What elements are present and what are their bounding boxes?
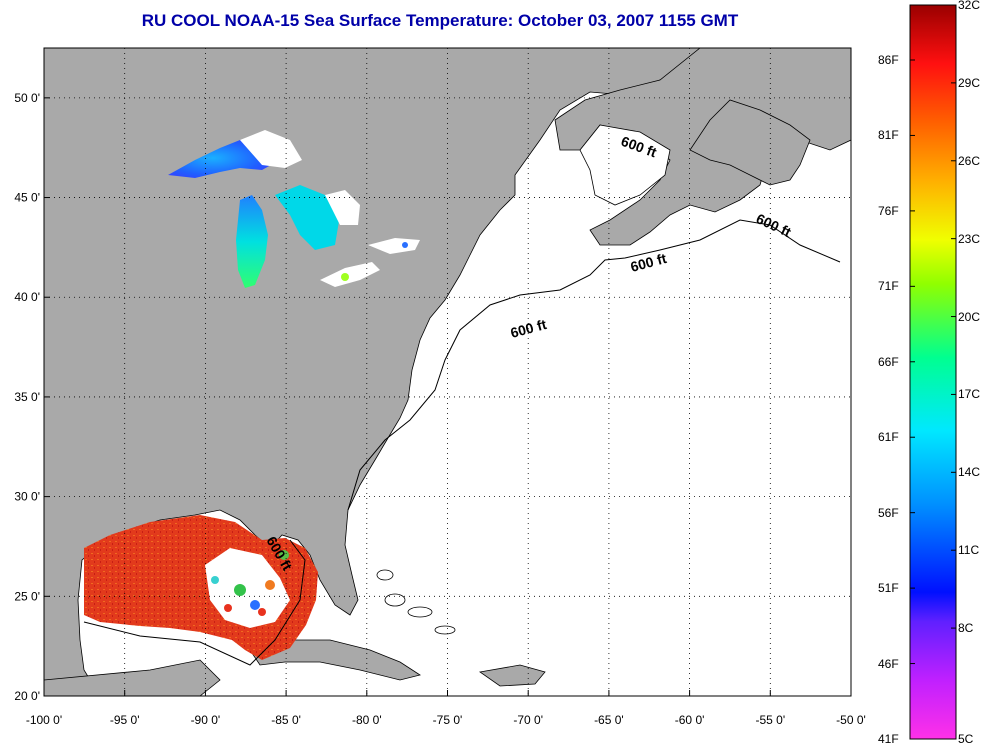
lake-huron <box>275 185 340 250</box>
colorbar-celsius-label: 26C <box>958 153 981 168</box>
lake-erie-speck <box>341 273 349 281</box>
longitude-tick-label: -100 0' <box>26 713 62 727</box>
latitude-tick-label: 30 0' <box>14 490 40 504</box>
colorbar-fahrenheit-label: 66F <box>878 354 899 369</box>
longitude-tick-label: -50 0' <box>836 713 866 727</box>
longitude-tick-label: -75 0' <box>433 713 463 727</box>
lake-huron-cloud <box>325 190 360 225</box>
lake-michigan <box>236 195 268 288</box>
hispaniola <box>478 664 546 687</box>
colorbar-celsius-label: 5C <box>958 732 974 746</box>
isobath-600ft <box>347 219 841 511</box>
colorbar-ticks <box>910 4 956 740</box>
latitude-axis: 50 0' 45 0' 40 0' 35 0' 30 0' 25 0' 20 0' <box>14 91 50 703</box>
longitude-tick-label: -90 0' <box>191 713 221 727</box>
lake-ontario-speck <box>402 242 408 248</box>
isobath-600ft-gulf <box>83 539 306 666</box>
colorbar-celsius-label: 23C <box>958 231 981 246</box>
longitude-tick-label: -60 0' <box>675 713 705 727</box>
colorbar-celsius-label: 8C <box>958 621 974 636</box>
cuba <box>249 639 421 681</box>
newfoundland <box>689 99 811 186</box>
colorbar-fahrenheit-label: 86F <box>878 53 899 67</box>
latitude-tick-label: 40 0' <box>14 290 40 304</box>
colorbar-celsius-label: 11C <box>958 543 980 558</box>
sst-colorbar <box>909 4 957 740</box>
longitude-tick-label: -70 0' <box>513 713 543 727</box>
colorbar-celsius-label: 17C <box>958 387 981 402</box>
latitude-tick-label: 35 0' <box>14 390 40 404</box>
colorbar-fahrenheit-label: 76F <box>878 203 899 218</box>
latitude-tick-label: 50 0' <box>14 91 40 105</box>
colorbar-fahrenheit-label: 71F <box>878 279 899 294</box>
lake-ontario <box>368 238 420 254</box>
colorbar-fahrenheit-label: 41F <box>878 732 899 746</box>
longitude-axis: -100 0' -95 0' -90 0' -85 0' -80 0' -75 0' -70… <box>26 690 866 727</box>
gulf-sst-specks <box>211 550 289 616</box>
colorbar-fahrenheit-label: 61F <box>878 430 899 445</box>
colorbar-fahrenheit-label: 51F <box>878 581 899 596</box>
graticule <box>44 48 851 696</box>
colorbar-celsius-label: 29C <box>958 75 981 90</box>
longitude-tick-label: -55 0' <box>755 713 785 727</box>
colorbar-fahrenheit-label: 46F <box>878 656 899 671</box>
map-title: RU COOL NOAA-15 Sea Surface Temperature:… <box>141 11 739 30</box>
colorbar-celsius-label: 32C <box>958 0 981 12</box>
colorbar-celsius-label: 14C <box>958 465 981 480</box>
longitude-tick-label: -65 0' <box>594 713 624 727</box>
latitude-tick-label: 25 0' <box>14 589 40 603</box>
colorbar-fahrenheit-label: 81F <box>878 128 899 143</box>
longitude-tick-label: -80 0' <box>352 713 382 727</box>
lake-erie <box>320 262 380 287</box>
st-lawrence-gulf <box>579 124 671 206</box>
latitude-tick-label: 45 0' <box>14 191 40 205</box>
latitude-tick-label: 20 0' <box>14 689 40 703</box>
colorbar-fahrenheit-label: 56F <box>878 505 899 520</box>
bahamas <box>376 569 456 635</box>
colorbar-celsius-label: 20C <box>958 309 981 324</box>
longitude-tick-label: -85 0' <box>271 713 301 727</box>
yucatan <box>44 659 221 696</box>
longitude-tick-label: -95 0' <box>110 713 140 727</box>
